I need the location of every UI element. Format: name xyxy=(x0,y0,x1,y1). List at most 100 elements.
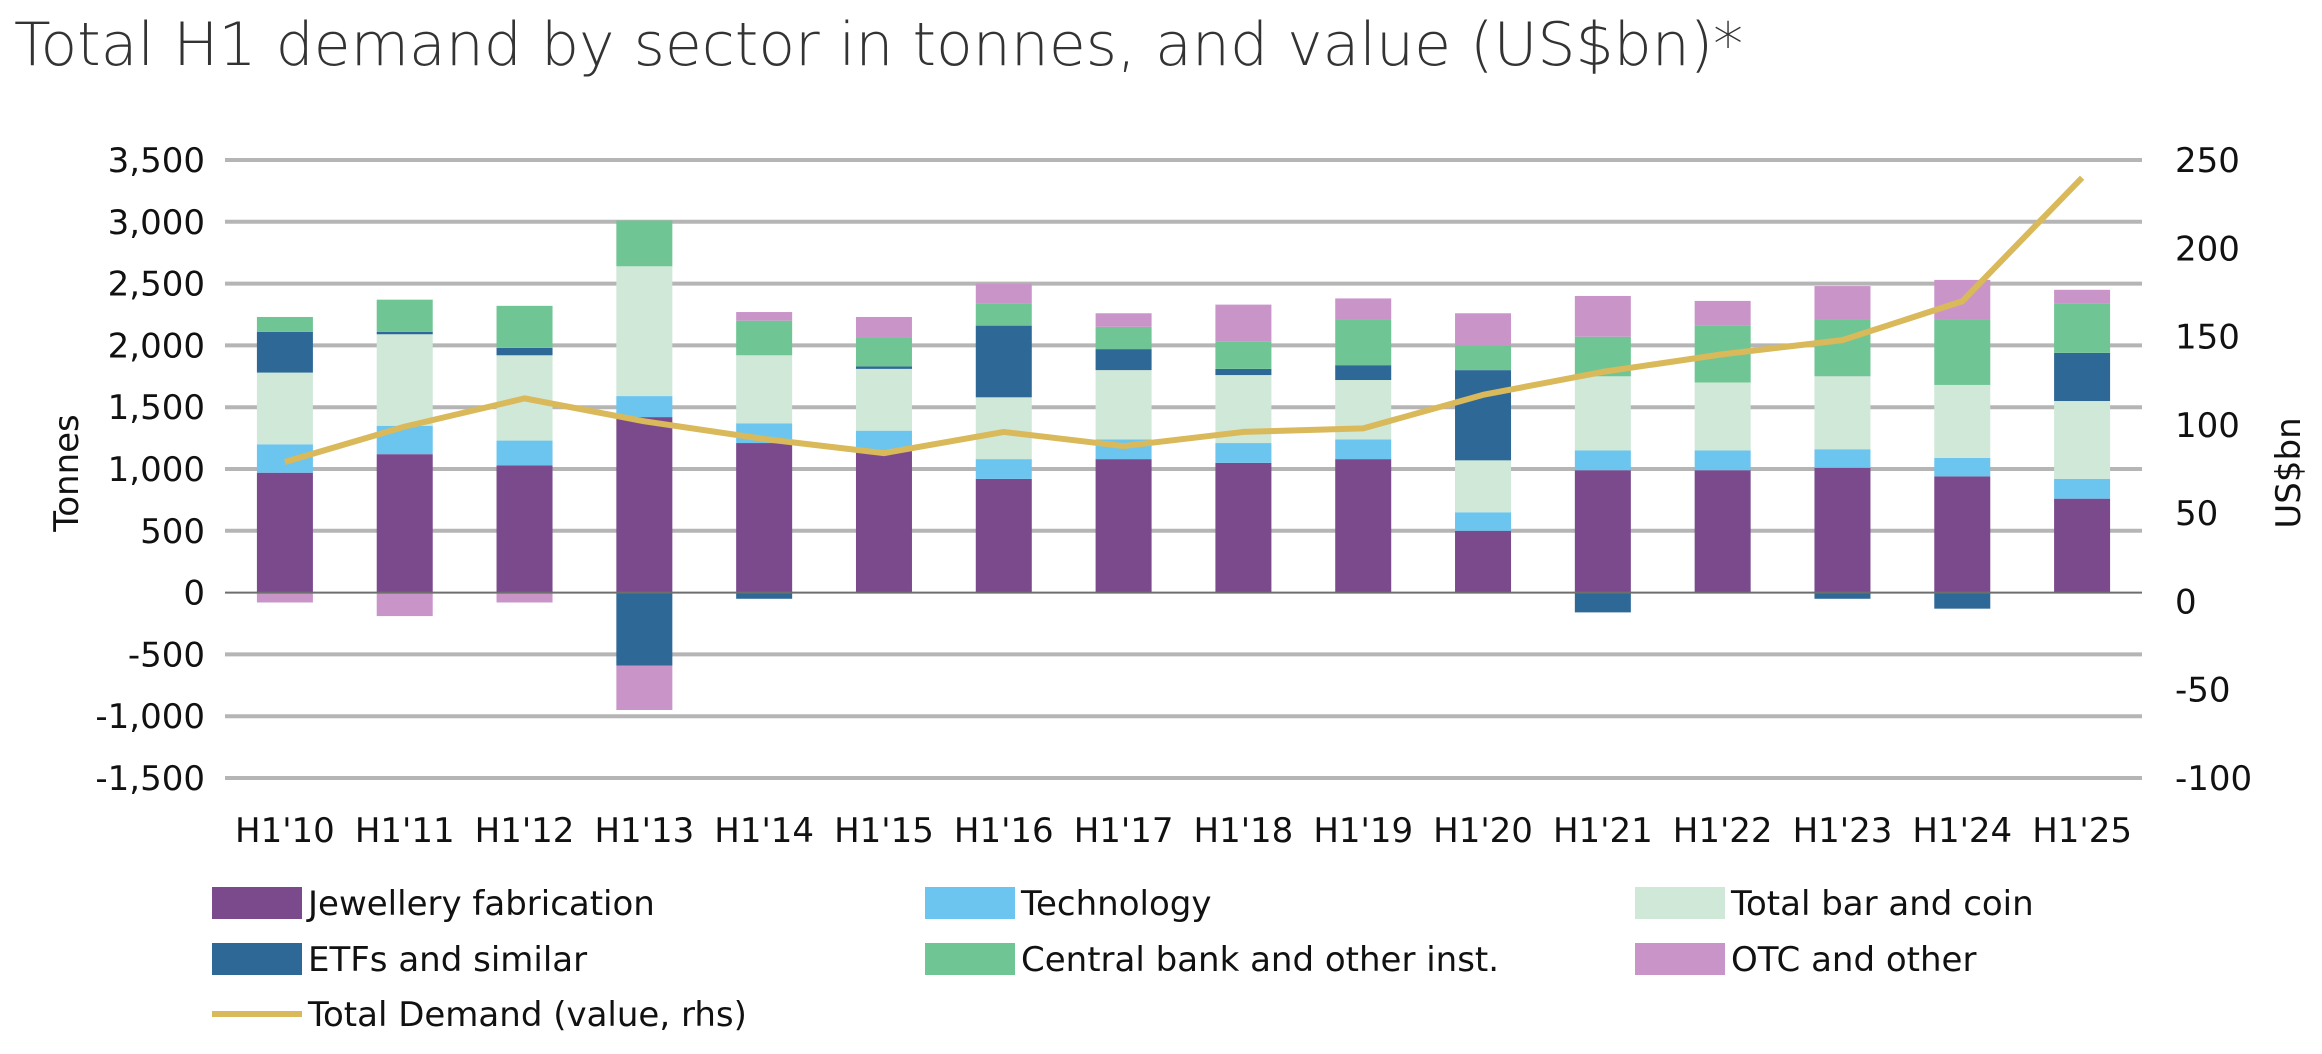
category-label: H1'18 xyxy=(1194,811,1294,851)
bar-segment xyxy=(376,331,433,335)
left-axis-title: Tonnes xyxy=(47,414,87,533)
bar-segment xyxy=(1215,304,1272,342)
bar-segment xyxy=(2054,401,2111,479)
right-tick-label: 100 xyxy=(2175,406,2240,446)
right-tick-label: -50 xyxy=(2175,671,2231,711)
bar-segment xyxy=(1694,470,1751,593)
bar-segment xyxy=(1934,319,1991,385)
bar-segment xyxy=(1455,345,1512,371)
legend-label: OTC and other xyxy=(1731,940,1976,980)
bar-segment xyxy=(1814,449,1871,468)
legend-label: ETFs and similar xyxy=(308,940,587,980)
category-label: H1'19 xyxy=(1313,811,1413,851)
bar-segment xyxy=(616,417,673,593)
right-axis-title: US$bn xyxy=(2269,417,2309,528)
bar-segment xyxy=(496,347,553,356)
bar-segment xyxy=(376,454,433,593)
bar-segment xyxy=(256,316,313,332)
bar-segment xyxy=(1455,530,1512,593)
bar-segment xyxy=(1095,459,1152,593)
right-tick-label: -100 xyxy=(2175,759,2252,799)
bar-segment xyxy=(736,592,793,599)
bar-segment xyxy=(1455,313,1512,346)
legend-label: Technology xyxy=(1020,884,1211,924)
bar-segment xyxy=(376,592,433,617)
bar-segment xyxy=(1215,462,1272,593)
bar-segment xyxy=(855,316,912,338)
left-tick-label: 3,000 xyxy=(108,203,205,243)
bar-segment xyxy=(616,220,673,267)
bar-segment xyxy=(1694,382,1751,451)
bar-segment xyxy=(736,443,793,593)
category-label: H1'22 xyxy=(1673,811,1773,851)
left-tick-label: 0 xyxy=(183,574,205,614)
bar-segment xyxy=(1814,376,1871,450)
bar-segment xyxy=(1934,476,1991,593)
bar-segment xyxy=(256,331,313,373)
bar-segment xyxy=(256,472,313,593)
bar-segment xyxy=(256,372,313,445)
category-label: H1'15 xyxy=(834,811,934,851)
category-label: H1'20 xyxy=(1433,811,1533,851)
bar-segment xyxy=(1095,349,1152,371)
bar-segment xyxy=(736,355,793,424)
legend-swatch xyxy=(925,943,1015,975)
bar-segment xyxy=(1814,319,1871,377)
left-tick-label: -1,500 xyxy=(95,759,205,799)
bar-segment xyxy=(1934,592,1991,609)
legend-swatch xyxy=(212,943,302,975)
category-label: H1'12 xyxy=(475,811,575,851)
bar-segment xyxy=(2054,289,2111,304)
bar-segment xyxy=(616,396,673,418)
bar-segment xyxy=(1335,459,1392,593)
category-label: H1'13 xyxy=(594,811,694,851)
bar-segment xyxy=(1574,376,1631,451)
category-label: H1'16 xyxy=(954,811,1054,851)
category-label: H1'10 xyxy=(235,811,335,851)
bar-segment xyxy=(855,366,912,369)
bar-segment xyxy=(496,440,553,466)
legend-label: Jewellery fabrication xyxy=(306,884,655,924)
total-demand-line xyxy=(284,175,2085,465)
category-label: H1'21 xyxy=(1553,811,1653,851)
bar-segment xyxy=(975,303,1032,326)
bar-segment xyxy=(1335,439,1392,460)
bar-segment xyxy=(975,478,1032,593)
bar-segment xyxy=(1814,592,1871,599)
bar-segment xyxy=(2054,498,2111,593)
bar-segment xyxy=(855,368,912,431)
axis-ticks: 3,5003,0002,5002,0001,5001,0005000-500-1… xyxy=(95,141,2252,851)
bar-segment xyxy=(1574,450,1631,471)
bar-segment xyxy=(975,397,1032,460)
bar-segment xyxy=(1694,450,1751,471)
left-tick-label: 1,500 xyxy=(108,388,205,428)
category-label: H1'24 xyxy=(1912,811,2012,851)
bar-segment xyxy=(496,305,553,348)
bar-segment xyxy=(1335,298,1392,320)
bar-segment xyxy=(2054,478,2111,499)
bars xyxy=(256,220,2111,711)
bar-segment xyxy=(376,299,433,332)
bar-segment xyxy=(1455,370,1512,461)
category-label: H1'23 xyxy=(1793,811,1893,851)
bar-segment xyxy=(1095,313,1152,327)
right-tick-label: 50 xyxy=(2175,494,2218,534)
bar-segment xyxy=(1694,300,1751,326)
bar-segment xyxy=(736,320,793,356)
legend-swatch xyxy=(1635,887,1725,919)
bar-segment xyxy=(256,592,313,603)
bar-segment xyxy=(1335,365,1392,381)
bar-segment xyxy=(1934,384,1991,458)
right-tick-label: 250 xyxy=(2175,141,2240,181)
bar-segment xyxy=(1335,319,1392,366)
bar-segment xyxy=(1574,592,1631,613)
bar-segment xyxy=(496,465,553,593)
bar-segment xyxy=(1934,457,1991,477)
left-tick-label: 3,500 xyxy=(108,141,205,181)
left-tick-label: 500 xyxy=(140,512,205,552)
bar-segment xyxy=(975,325,1032,398)
bar-segment xyxy=(855,450,912,593)
bar-segment xyxy=(1215,443,1272,463)
bar-segment xyxy=(1095,326,1152,350)
